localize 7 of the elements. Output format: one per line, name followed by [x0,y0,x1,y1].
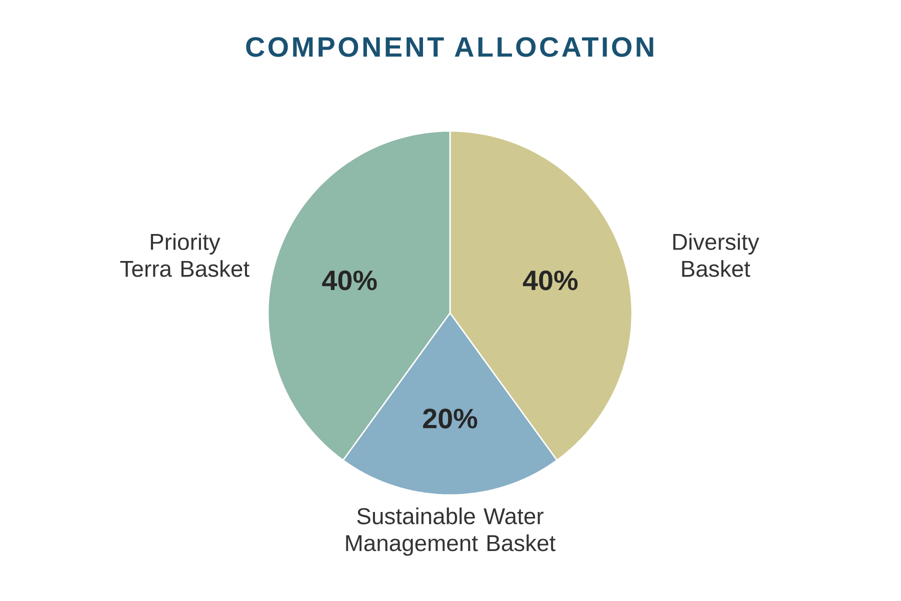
slice-label: Diversity Basket [673,233,760,277]
slice-label: Sustainable Water Management Basket [346,508,556,556]
data-label: 40% [322,270,377,290]
slice-label: Priority Terra Basket [120,233,250,277]
chart-title: COMPONENT ALLOCATION [246,37,654,57]
data-label: 40% [522,270,578,290]
data-label: 20% [423,408,478,428]
